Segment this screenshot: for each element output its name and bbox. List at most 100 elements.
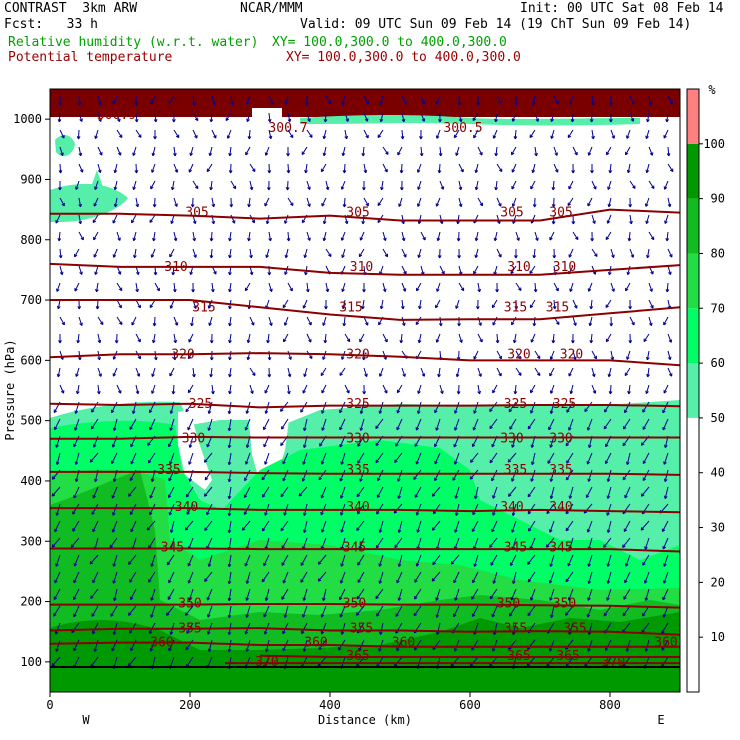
wind-vector-head xyxy=(663,563,667,567)
wind-vector xyxy=(113,588,118,601)
wind-vector-head xyxy=(494,152,499,157)
forecast-hour: Fcst: 33 h xyxy=(4,17,98,32)
wind-vector-head xyxy=(247,136,252,140)
wind-vector-head xyxy=(134,102,139,106)
wind-vector-head xyxy=(498,168,503,173)
wind-vector xyxy=(510,265,517,274)
wind-vector-head xyxy=(227,410,232,415)
wind-vector xyxy=(450,554,460,565)
wind-vector xyxy=(321,197,327,207)
wind-vector-head xyxy=(339,426,343,431)
wind-vector-head xyxy=(608,169,613,174)
wind-vector xyxy=(550,129,555,139)
wind-vector-head xyxy=(606,580,611,584)
wind-vector-head xyxy=(587,597,591,601)
wind-vector-head xyxy=(552,255,557,259)
wind-vector xyxy=(210,112,213,123)
wind-vector-head xyxy=(394,544,398,549)
isentrope-label: 345 xyxy=(504,540,527,555)
wind-vector xyxy=(609,384,612,395)
wind-vector-head xyxy=(78,203,83,208)
wind-vector xyxy=(229,231,232,241)
wind-vector xyxy=(73,571,80,584)
isentrope-345 xyxy=(50,547,680,553)
wind-vector-head xyxy=(207,648,212,652)
wind-vector-head xyxy=(73,613,77,618)
wind-vector xyxy=(420,112,425,122)
wind-vector xyxy=(569,282,574,292)
wind-vector xyxy=(475,163,479,173)
wind-vector xyxy=(413,469,422,480)
wind-vector xyxy=(548,418,555,431)
wind-vector-head xyxy=(247,237,251,242)
wind-vector xyxy=(587,588,593,601)
wind-vector-head xyxy=(474,495,478,500)
wind-vector xyxy=(379,401,384,414)
isentrope-label: 340 xyxy=(175,500,198,515)
wind-vector-head xyxy=(228,288,232,293)
wind-vector-head xyxy=(174,203,178,207)
wind-vector-head xyxy=(111,460,115,465)
wind-vector-head xyxy=(379,631,383,636)
wind-vector xyxy=(546,656,555,668)
wind-vector-head xyxy=(586,529,591,533)
wind-vector-head xyxy=(112,220,116,224)
wind-vector-head xyxy=(90,595,94,599)
wind-vector-head xyxy=(204,476,209,481)
wind-vector-head xyxy=(322,356,326,360)
wind-vector-head xyxy=(111,495,115,499)
wind-vector xyxy=(112,503,118,516)
wind-vector-head xyxy=(188,444,193,448)
isentrope-label: 330 xyxy=(500,432,523,447)
wind-vector xyxy=(550,486,555,499)
wind-vector xyxy=(607,554,612,567)
wind-vector-head xyxy=(471,443,476,448)
wind-vector xyxy=(375,537,384,549)
wind-vector-head xyxy=(95,306,100,310)
wind-vector xyxy=(553,95,559,105)
wind-vector-head xyxy=(567,597,572,601)
wind-vector-head xyxy=(51,663,56,667)
wind-vector-head xyxy=(99,152,103,156)
wind-vector xyxy=(607,520,612,533)
wind-vector-head xyxy=(493,237,498,242)
wind-vector xyxy=(246,639,251,652)
wind-vector xyxy=(341,231,346,241)
wind-vector-head xyxy=(245,597,250,601)
wind-vector-head xyxy=(128,612,132,616)
wind-vector xyxy=(509,418,517,430)
wind-vector-head xyxy=(437,373,441,378)
wind-vector xyxy=(477,367,482,377)
wind-vector-head xyxy=(75,373,79,377)
wind-vector xyxy=(306,112,311,122)
wind-vector xyxy=(640,486,650,497)
wind-vector xyxy=(647,248,650,258)
wind-vector-head xyxy=(608,102,613,106)
wind-vector xyxy=(89,554,99,565)
wind-vector-head xyxy=(174,169,179,173)
wind-vector xyxy=(663,129,669,139)
wind-vector xyxy=(473,418,479,431)
wind-vector-head xyxy=(643,338,647,342)
wind-vector xyxy=(321,384,327,394)
wind-vector-head xyxy=(397,151,401,156)
wind-vector-head xyxy=(117,237,121,241)
wind-vector xyxy=(549,231,555,241)
wind-vector xyxy=(228,401,232,414)
wind-vector-head xyxy=(321,390,325,394)
wind-vector-head xyxy=(339,478,343,482)
wind-vector-head xyxy=(250,390,254,394)
colorbar-segment xyxy=(687,143,699,199)
wind-vector-head xyxy=(359,478,363,482)
wind-vector-head xyxy=(473,356,477,360)
wind-vector xyxy=(246,605,251,618)
wind-vector xyxy=(241,520,251,531)
wind-vector xyxy=(211,95,215,105)
wind-vector-head xyxy=(529,410,534,414)
wind-vector xyxy=(281,554,289,566)
wind-vector-head xyxy=(458,203,463,208)
wind-vector xyxy=(527,503,536,515)
wind-vector xyxy=(401,129,404,140)
wind-vector-head xyxy=(361,305,365,310)
wind-vector xyxy=(58,112,61,123)
